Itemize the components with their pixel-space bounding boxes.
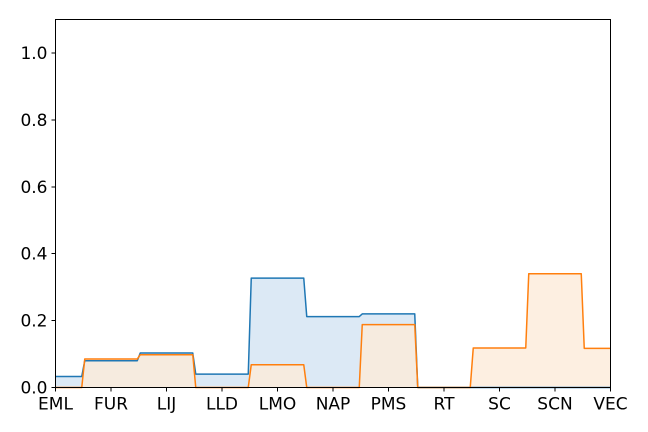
x-tick-label: VEC: [593, 395, 627, 415]
y-tick-label: 0.8: [20, 111, 47, 131]
x-tick-label: LMO: [259, 395, 297, 415]
series-orange-area: [55, 273, 611, 388]
x-tick-label: RT: [434, 395, 456, 415]
x-tick-label: EML: [38, 395, 73, 415]
series-blue-area: [55, 278, 611, 388]
y-tick-label: 0.6: [20, 178, 47, 198]
y-tick-label: 1.0: [20, 44, 47, 64]
x-tick-label: SCN: [537, 395, 572, 415]
x-axis: EML FUR LIJ LLD LMO NAP PMS RT SC SCN VEC: [38, 387, 628, 415]
y-tick-label: 0.2: [20, 312, 47, 332]
x-tick-label: SC: [488, 395, 511, 415]
x-tick-label: LIJ: [157, 395, 177, 415]
x-tick-label: LLD: [206, 395, 238, 415]
y-tick-label: 0.4: [20, 245, 47, 265]
y-tick-label: 0.0: [20, 379, 47, 399]
x-tick-label: PMS: [371, 395, 407, 415]
x-tick-label: FUR: [94, 395, 128, 415]
x-tick-label: NAP: [316, 395, 351, 415]
y-axis: 0.0 0.2 0.4 0.6 0.8 1.0: [20, 44, 56, 399]
series-layer: [55, 273, 611, 389]
